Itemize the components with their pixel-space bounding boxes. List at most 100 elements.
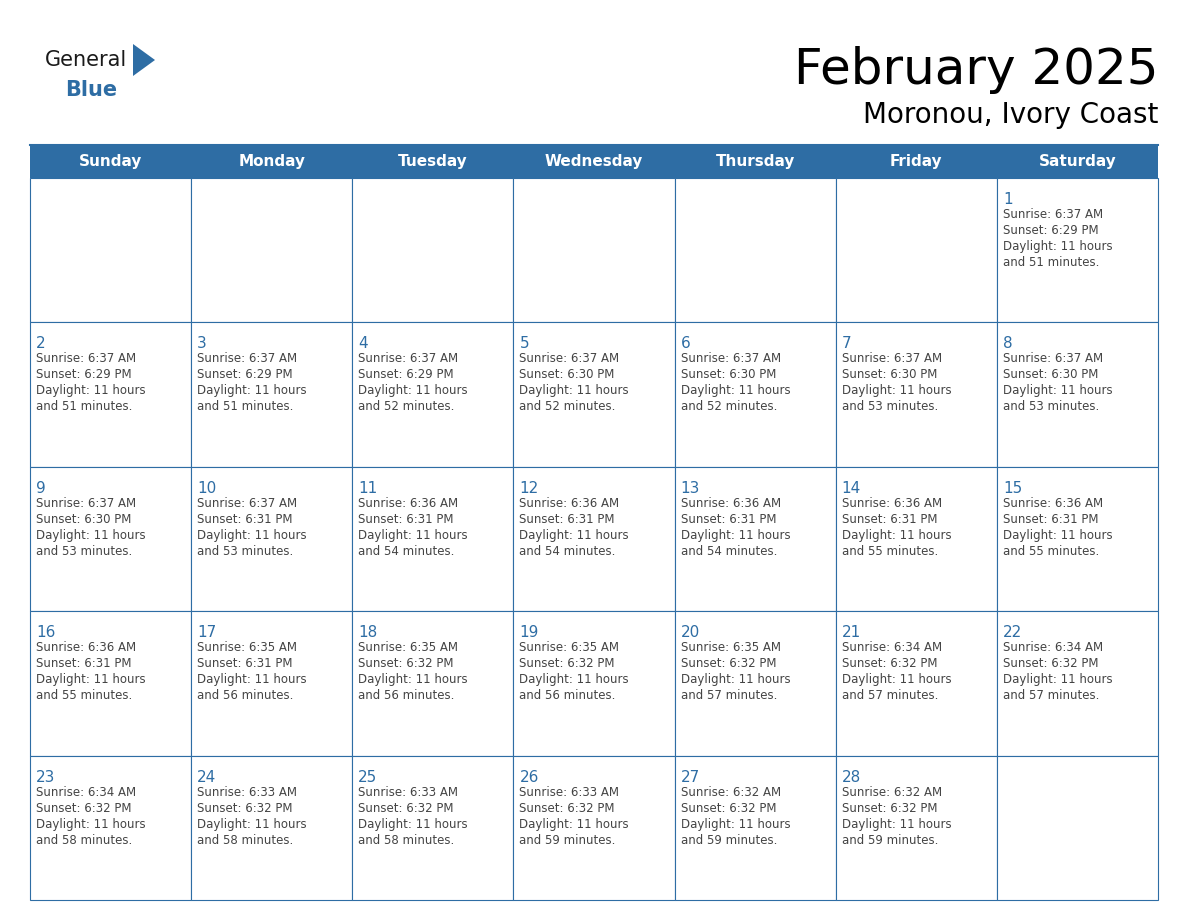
Bar [997,178,1158,322]
Bar [353,756,513,900]
Text: and 57 minutes.: and 57 minutes. [1003,689,1099,702]
Text: Sunset: 6:29 PM: Sunset: 6:29 PM [359,368,454,381]
Text: Daylight: 11 hours: Daylight: 11 hours [681,818,790,831]
Bar [191,322,353,466]
Text: and 51 minutes.: and 51 minutes. [1003,256,1099,269]
Text: Sunrise: 6:37 AM: Sunrise: 6:37 AM [359,353,459,365]
Text: Sunrise: 6:37 AM: Sunrise: 6:37 AM [1003,208,1102,221]
Text: Sunset: 6:32 PM: Sunset: 6:32 PM [359,657,454,670]
Text: Sunset: 6:32 PM: Sunset: 6:32 PM [842,801,937,814]
Bar [513,466,675,611]
Text: Sunset: 6:30 PM: Sunset: 6:30 PM [519,368,615,381]
Text: 13: 13 [681,481,700,496]
Text: and 53 minutes.: and 53 minutes. [36,544,132,558]
Text: 1: 1 [1003,192,1012,207]
Bar [675,756,835,900]
Text: Daylight: 11 hours: Daylight: 11 hours [359,385,468,397]
Bar [30,145,1158,178]
Text: Daylight: 11 hours: Daylight: 11 hours [1003,240,1112,253]
Text: Daylight: 11 hours: Daylight: 11 hours [519,385,630,397]
Bar [30,756,191,900]
Text: and 57 minutes.: and 57 minutes. [681,689,777,702]
Text: Monday: Monday [239,154,305,169]
Text: 5: 5 [519,336,529,352]
Text: Sunrise: 6:36 AM: Sunrise: 6:36 AM [36,641,137,655]
Text: Sunset: 6:31 PM: Sunset: 6:31 PM [842,513,937,526]
Text: Sunrise: 6:34 AM: Sunrise: 6:34 AM [842,641,942,655]
Bar [835,178,997,322]
Text: 11: 11 [359,481,378,496]
Text: Sunset: 6:32 PM: Sunset: 6:32 PM [1003,657,1099,670]
Text: and 53 minutes.: and 53 minutes. [197,544,293,558]
Text: and 51 minutes.: and 51 minutes. [36,400,132,413]
Text: Sunrise: 6:35 AM: Sunrise: 6:35 AM [519,641,619,655]
Text: Sunset: 6:30 PM: Sunset: 6:30 PM [36,513,132,526]
Text: Sunset: 6:32 PM: Sunset: 6:32 PM [842,657,937,670]
Text: Sunset: 6:31 PM: Sunset: 6:31 PM [197,513,292,526]
Text: Sunrise: 6:36 AM: Sunrise: 6:36 AM [1003,497,1102,509]
Text: 14: 14 [842,481,861,496]
Text: Daylight: 11 hours: Daylight: 11 hours [197,529,307,542]
Text: 24: 24 [197,769,216,785]
Text: Sunrise: 6:37 AM: Sunrise: 6:37 AM [519,353,620,365]
Text: and 56 minutes.: and 56 minutes. [359,689,455,702]
Text: Sunrise: 6:33 AM: Sunrise: 6:33 AM [197,786,297,799]
Text: Sunset: 6:31 PM: Sunset: 6:31 PM [681,513,776,526]
Text: and 56 minutes.: and 56 minutes. [519,689,615,702]
Text: Sunrise: 6:35 AM: Sunrise: 6:35 AM [359,641,459,655]
Text: 19: 19 [519,625,539,640]
Bar [191,178,353,322]
Bar [997,756,1158,900]
Text: Sunset: 6:29 PM: Sunset: 6:29 PM [197,368,292,381]
Text: 27: 27 [681,769,700,785]
Bar [675,611,835,756]
Bar [675,322,835,466]
Text: and 57 minutes.: and 57 minutes. [842,689,939,702]
Text: Sunrise: 6:36 AM: Sunrise: 6:36 AM [842,497,942,509]
Text: Sunrise: 6:37 AM: Sunrise: 6:37 AM [842,353,942,365]
Text: Daylight: 11 hours: Daylight: 11 hours [842,818,952,831]
Text: Sunrise: 6:37 AM: Sunrise: 6:37 AM [1003,353,1102,365]
Text: Blue: Blue [65,80,118,100]
Text: 2: 2 [36,336,45,352]
Text: and 54 minutes.: and 54 minutes. [519,544,615,558]
Text: February 2025: February 2025 [794,46,1158,94]
Text: Sunset: 6:32 PM: Sunset: 6:32 PM [681,657,776,670]
Text: 23: 23 [36,769,56,785]
Bar [997,611,1158,756]
Text: Tuesday: Tuesday [398,154,468,169]
Polygon shape [133,44,154,76]
Text: Sunset: 6:29 PM: Sunset: 6:29 PM [1003,224,1099,237]
Text: Sunrise: 6:34 AM: Sunrise: 6:34 AM [36,786,137,799]
Bar [353,178,513,322]
Text: Sunrise: 6:37 AM: Sunrise: 6:37 AM [681,353,781,365]
Text: and 56 minutes.: and 56 minutes. [197,689,293,702]
Bar [835,466,997,611]
Text: Sunset: 6:32 PM: Sunset: 6:32 PM [519,657,615,670]
Text: 8: 8 [1003,336,1012,352]
Text: Sunset: 6:31 PM: Sunset: 6:31 PM [1003,513,1099,526]
Text: Sunset: 6:31 PM: Sunset: 6:31 PM [359,513,454,526]
Text: 9: 9 [36,481,46,496]
Text: Daylight: 11 hours: Daylight: 11 hours [681,385,790,397]
Text: and 58 minutes.: and 58 minutes. [359,834,455,846]
Text: and 59 minutes.: and 59 minutes. [681,834,777,846]
Text: Daylight: 11 hours: Daylight: 11 hours [1003,673,1112,686]
Bar [835,322,997,466]
Text: and 53 minutes.: and 53 minutes. [842,400,939,413]
Text: Daylight: 11 hours: Daylight: 11 hours [36,673,146,686]
Text: and 53 minutes.: and 53 minutes. [1003,400,1099,413]
Text: Sunset: 6:30 PM: Sunset: 6:30 PM [1003,368,1098,381]
Text: Sunrise: 6:35 AM: Sunrise: 6:35 AM [681,641,781,655]
Bar [191,756,353,900]
Text: Sunrise: 6:33 AM: Sunrise: 6:33 AM [359,786,459,799]
Bar [30,322,191,466]
Bar [675,178,835,322]
Text: Sunset: 6:31 PM: Sunset: 6:31 PM [197,657,292,670]
Text: Sunrise: 6:37 AM: Sunrise: 6:37 AM [197,497,297,509]
Text: Sunrise: 6:37 AM: Sunrise: 6:37 AM [197,353,297,365]
Text: Sunrise: 6:37 AM: Sunrise: 6:37 AM [36,497,137,509]
Text: Daylight: 11 hours: Daylight: 11 hours [197,818,307,831]
Text: Sunset: 6:32 PM: Sunset: 6:32 PM [359,801,454,814]
Text: 26: 26 [519,769,539,785]
